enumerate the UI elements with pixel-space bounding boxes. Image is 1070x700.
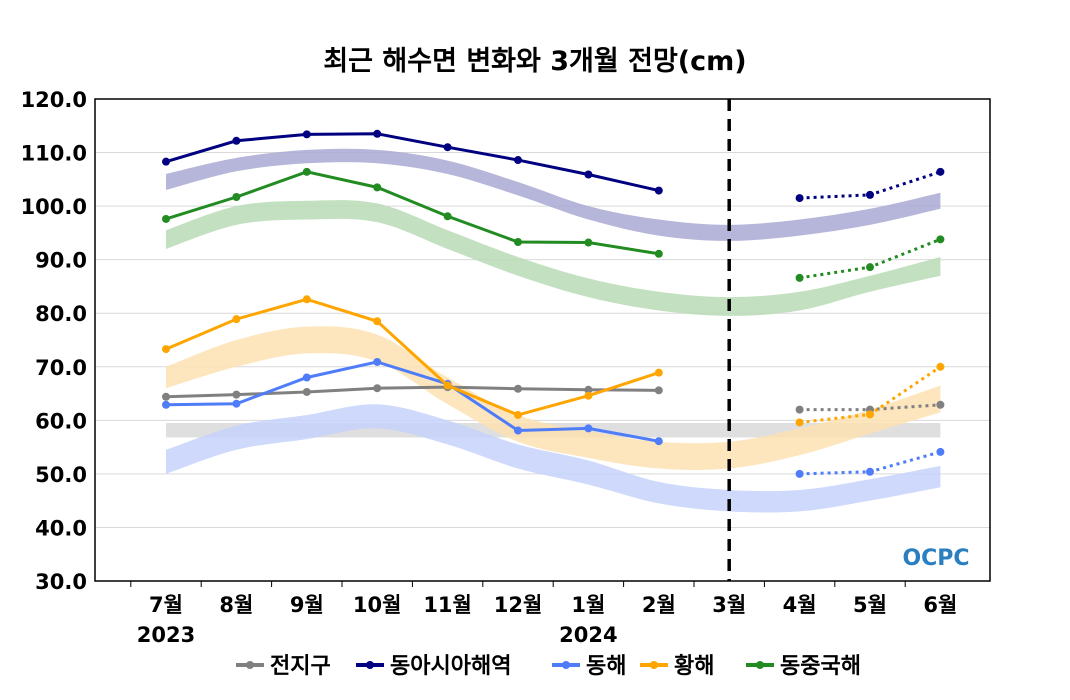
y-tick-label: 120.0 xyxy=(21,88,87,112)
x-tick-label: 6월 xyxy=(923,593,957,617)
x-tick-label: 5월 xyxy=(853,593,887,617)
data-point xyxy=(232,193,241,202)
x-tick-label: 3월 xyxy=(712,593,746,617)
range-band xyxy=(166,148,941,241)
data-point xyxy=(443,212,452,221)
data-point xyxy=(654,186,663,195)
data-point xyxy=(443,143,452,152)
data-point xyxy=(373,129,382,138)
series-line xyxy=(165,385,659,399)
data-point xyxy=(232,315,241,324)
series-line xyxy=(165,170,660,256)
data-point xyxy=(654,249,663,258)
x-tick-label: 12월 xyxy=(494,593,543,617)
data-point xyxy=(584,238,593,247)
data-point xyxy=(584,385,593,394)
legend-marker xyxy=(562,661,570,669)
x-tick-label: 9월 xyxy=(290,593,324,617)
data-point xyxy=(232,399,241,408)
legend-label: 황해 xyxy=(674,654,714,679)
data-point xyxy=(162,392,170,401)
data-point xyxy=(302,130,311,139)
data-point xyxy=(654,368,663,377)
data-point xyxy=(795,469,804,478)
data-point xyxy=(795,194,804,203)
data-point xyxy=(654,386,663,395)
data-point xyxy=(866,263,874,272)
legend-marker xyxy=(246,661,254,669)
data-point xyxy=(936,167,945,176)
y-tick-label: 110.0 xyxy=(21,142,87,166)
data-point xyxy=(795,418,804,427)
y-tick-label: 40.0 xyxy=(35,516,87,540)
data-point xyxy=(936,362,945,371)
y-tick-label: 100.0 xyxy=(21,195,87,219)
data-point xyxy=(302,295,311,304)
plot-frame xyxy=(94,98,991,582)
range-band xyxy=(166,200,941,316)
data-point xyxy=(232,390,241,399)
data-point xyxy=(232,136,241,145)
data-point xyxy=(866,190,874,199)
legend-marker xyxy=(366,661,374,669)
series-line xyxy=(165,297,660,417)
y-tick-label: 30.0 xyxy=(35,570,87,594)
y-tick-label: 90.0 xyxy=(35,249,87,273)
data-point xyxy=(936,235,945,244)
range-band xyxy=(166,404,941,513)
data-point xyxy=(795,405,804,414)
legend-label: 동중국해 xyxy=(780,654,861,679)
legend-label: 동해 xyxy=(586,654,626,679)
data-point xyxy=(866,410,874,419)
range-band xyxy=(166,326,941,471)
series-line xyxy=(165,360,660,443)
data-point xyxy=(162,214,170,223)
data-point xyxy=(514,426,522,435)
data-point xyxy=(866,467,874,476)
data-point xyxy=(302,373,311,382)
data-point xyxy=(302,167,311,176)
data-point xyxy=(373,183,382,192)
data-point xyxy=(795,273,804,282)
data-point xyxy=(373,384,382,393)
chart-title: 최근 해수면 변화와 3개월 전망(cm) xyxy=(323,46,746,77)
x-tick-label: 11월 xyxy=(423,593,472,617)
data-point xyxy=(936,447,945,456)
data-point xyxy=(373,357,382,366)
y-tick-label: 70.0 xyxy=(35,356,87,380)
data-point xyxy=(514,384,522,393)
data-point xyxy=(443,381,452,390)
data-point xyxy=(654,437,663,446)
y-tick-label: 60.0 xyxy=(35,409,87,433)
data-point xyxy=(162,400,170,409)
x-tick-label: 2월 xyxy=(642,593,676,617)
legend-marker xyxy=(756,661,764,669)
data-point xyxy=(584,391,593,400)
year-label: 2024 xyxy=(559,623,617,647)
data-point xyxy=(373,317,382,326)
data-point xyxy=(162,157,170,166)
data-point xyxy=(584,170,593,179)
legend-marker xyxy=(650,661,658,669)
x-tick-label: 8월 xyxy=(219,593,253,617)
y-tick-label: 50.0 xyxy=(35,463,87,487)
x-tick-label: 4월 xyxy=(783,593,817,617)
legend-label: 동아시아해역 xyxy=(390,654,511,679)
x-tick-label: 10월 xyxy=(353,593,402,617)
data-point xyxy=(936,400,945,409)
data-point xyxy=(162,345,170,354)
legend-label: 전지구 xyxy=(270,654,331,679)
data-point xyxy=(514,156,522,165)
y-tick-label: 80.0 xyxy=(35,302,87,326)
data-point xyxy=(584,424,593,433)
x-tick-label: 7월 xyxy=(149,593,183,617)
series-line xyxy=(165,132,660,193)
x-tick-label: 1월 xyxy=(571,593,605,617)
data-point xyxy=(302,387,311,396)
data-point xyxy=(514,237,522,246)
ocpc-logo: OCPC xyxy=(902,546,969,571)
data-point xyxy=(514,410,522,419)
year-label: 2023 xyxy=(137,623,195,647)
